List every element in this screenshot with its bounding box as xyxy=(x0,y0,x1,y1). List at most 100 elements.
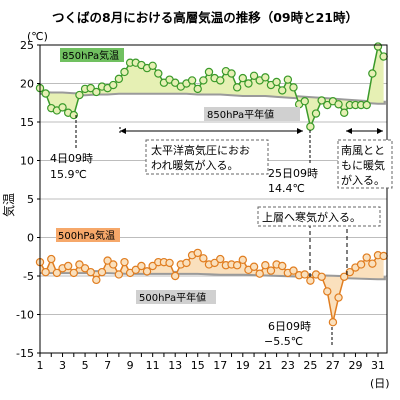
data-point xyxy=(86,83,95,93)
data-point xyxy=(69,268,78,278)
data-point xyxy=(317,272,326,281)
data-point xyxy=(75,260,84,269)
y-tick-label: 25 xyxy=(20,39,34,52)
annotation-lines xyxy=(75,115,383,347)
x-tick-label: 19 xyxy=(236,359,250,372)
data-point xyxy=(92,275,101,285)
data-point xyxy=(114,74,124,84)
legend-850-normal-bg xyxy=(204,107,300,121)
annot-cold-air: 上層へ寒気が入る。 xyxy=(262,210,361,224)
data-point xyxy=(97,267,107,277)
data-point xyxy=(244,79,253,88)
data-point xyxy=(131,265,140,275)
data-point xyxy=(114,270,124,279)
data-point xyxy=(345,267,355,277)
y-tick-label: 0 xyxy=(27,232,34,245)
data-point xyxy=(249,262,259,271)
data-point xyxy=(317,96,326,105)
anomaly-fill xyxy=(40,252,384,323)
data-point xyxy=(373,42,383,51)
data-point xyxy=(328,318,338,327)
data-point xyxy=(266,266,276,275)
data-point xyxy=(148,261,157,271)
data-point xyxy=(86,267,95,277)
data-point xyxy=(272,77,281,87)
data-point xyxy=(368,69,377,78)
data-point xyxy=(199,254,208,263)
data-point xyxy=(52,268,62,278)
data-point xyxy=(193,248,202,258)
data-point xyxy=(120,67,129,77)
x-tick-label: 21 xyxy=(258,359,272,372)
legend-500-bg xyxy=(56,228,120,242)
data-point xyxy=(323,100,332,110)
annot-day6-line1: 6日09時 xyxy=(268,320,311,333)
data-points xyxy=(35,42,388,327)
range-5-24-arrow-right xyxy=(297,128,303,134)
annot-south-wind-line3: が入る。 xyxy=(341,173,385,187)
x-tick-label: 9 xyxy=(127,359,134,372)
data-point xyxy=(238,73,247,83)
data-point xyxy=(261,73,270,82)
data-point xyxy=(339,272,349,281)
data-point xyxy=(47,254,56,264)
data-point xyxy=(216,76,225,85)
legend-850-normal: 850hPa平年値 xyxy=(207,108,274,121)
data-point xyxy=(103,256,112,265)
data-point xyxy=(306,122,315,131)
data-point xyxy=(170,78,180,87)
annot-pacific-line1: 太平洋高気圧におお xyxy=(151,143,250,157)
data-point xyxy=(249,71,259,81)
data-point xyxy=(120,257,129,267)
data-point xyxy=(278,86,287,95)
data-point xyxy=(261,261,270,270)
legend-500-normal-bg xyxy=(136,290,216,304)
data-point xyxy=(199,76,208,85)
y-unit-label: (℃) xyxy=(27,30,48,43)
anomaly-fills xyxy=(40,46,384,323)
y-tick-label: -5 xyxy=(23,270,34,283)
data-point xyxy=(165,258,174,268)
data-point xyxy=(75,90,84,100)
data-point xyxy=(41,267,50,277)
annot-south-wind-line2: もに暖気 xyxy=(341,158,385,172)
plot-frame xyxy=(39,44,388,354)
range-29-31-arrow-left xyxy=(346,128,352,134)
data-point xyxy=(379,52,388,61)
y-tick-label: 5 xyxy=(27,193,34,206)
data-point xyxy=(92,87,101,97)
legend-850-bg xyxy=(60,48,124,62)
data-point xyxy=(216,254,225,264)
y-tick-label: 15 xyxy=(20,116,34,129)
data-point xyxy=(334,293,343,302)
data-point xyxy=(137,261,146,271)
range-29-31-arrow-right xyxy=(377,128,383,134)
x-unit-label: (日) xyxy=(370,377,390,390)
annot-day25-line1: 25日09時 xyxy=(268,167,318,180)
data-point xyxy=(142,267,152,276)
data-point xyxy=(109,260,118,269)
data-point xyxy=(193,84,202,94)
data-point xyxy=(311,109,321,118)
data-point xyxy=(323,287,332,296)
data-point xyxy=(300,97,309,106)
data-point xyxy=(232,83,242,92)
data-point xyxy=(154,69,163,78)
data-point xyxy=(170,271,180,281)
annot-south-wind-line1: 南風とと xyxy=(341,144,385,157)
data-point xyxy=(182,258,191,268)
data-point xyxy=(187,76,197,85)
data-point xyxy=(339,108,349,117)
legend-850: 850hPa気温 xyxy=(62,49,119,62)
data-point xyxy=(368,259,377,268)
data-point xyxy=(289,83,298,92)
annot-south-wind-box xyxy=(337,139,393,189)
x-tick-label: 15 xyxy=(191,359,205,372)
x-tick-label: 5 xyxy=(82,359,89,372)
annot-day6-line2: −5.5℃ xyxy=(264,335,303,348)
y-tick-label: 20 xyxy=(20,78,34,91)
data-point xyxy=(278,261,287,271)
x-tick-label: 13 xyxy=(168,359,182,372)
x-tick-label: 17 xyxy=(213,359,227,372)
